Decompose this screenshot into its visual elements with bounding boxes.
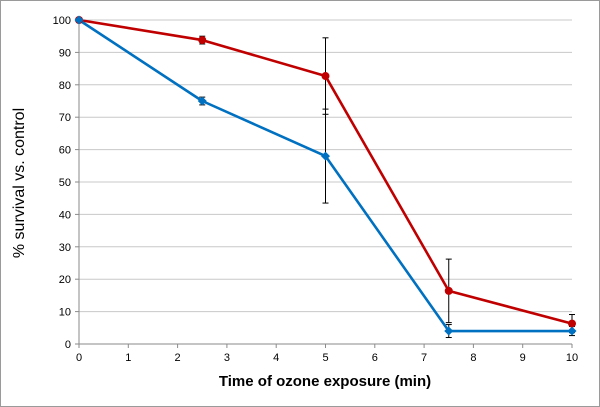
error-bars xyxy=(199,35,575,339)
data-markers xyxy=(74,15,577,336)
y-tick-label: 20 xyxy=(59,274,71,286)
y-tick-label: 10 xyxy=(59,307,71,319)
data-point xyxy=(321,72,330,81)
x-tick-label: 6 xyxy=(372,352,378,364)
data-point xyxy=(321,151,330,161)
data-point xyxy=(567,326,577,336)
x-tick-label: 9 xyxy=(520,352,526,364)
x-tick-label: 7 xyxy=(421,352,427,364)
x-tick-label: 0 xyxy=(76,352,82,364)
y-tick-label: 30 xyxy=(59,242,71,254)
x-tick-label: 5 xyxy=(322,352,328,364)
y-axis-title: % survival vs. control xyxy=(11,108,28,258)
y-tick-label: 40 xyxy=(59,209,71,221)
x-tick-label: 10 xyxy=(566,352,578,364)
x-axis-title: Time of ozone exposure (min) xyxy=(219,373,431,390)
y-tick-label: 60 xyxy=(59,145,71,157)
axes xyxy=(75,19,573,348)
y-tick-labels: 0 10 20 30 40 50 60 70 80 90 100 xyxy=(53,15,71,351)
y-tick-label: 0 xyxy=(65,339,71,351)
y-tick-label: 100 xyxy=(53,15,71,27)
data-point xyxy=(198,36,207,45)
x-tick-label: 8 xyxy=(470,352,476,364)
y-tick-label: 70 xyxy=(59,112,71,124)
y-tick-label: 90 xyxy=(59,47,71,59)
x-tick-label: 1 xyxy=(125,352,131,364)
y-tick-label: 80 xyxy=(59,80,71,92)
x-tick-labels: 0 1 2 3 4 5 6 7 8 9 10 xyxy=(76,352,578,364)
data-point xyxy=(444,286,453,295)
data-point xyxy=(197,96,207,106)
x-tick-label: 4 xyxy=(273,352,279,364)
x-tick-label: 3 xyxy=(224,352,230,364)
data-point xyxy=(74,15,84,25)
y-tick-label: 50 xyxy=(59,177,71,189)
data-point xyxy=(568,319,576,328)
x-tick-label: 2 xyxy=(175,352,181,364)
data-point xyxy=(444,326,454,336)
